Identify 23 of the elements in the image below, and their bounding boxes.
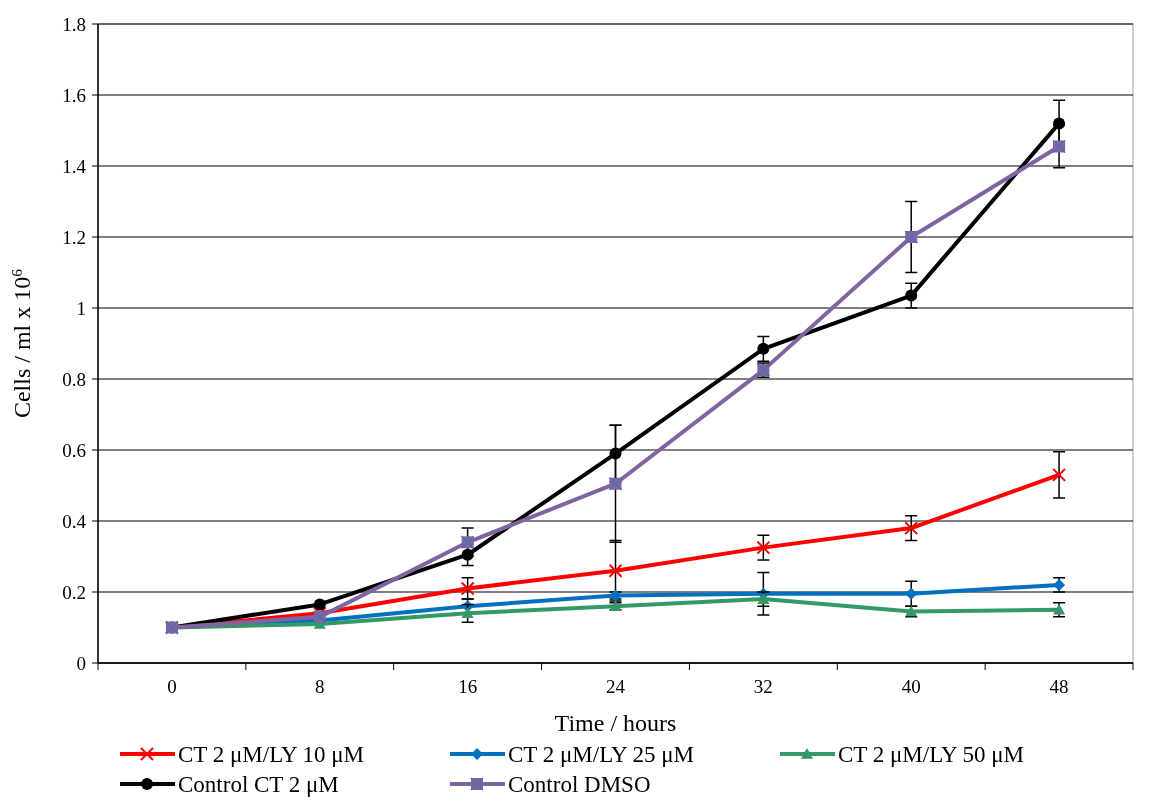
y-tick-label: 1.8: [62, 13, 86, 35]
legend-label: Control DMSO: [508, 772, 651, 798]
x-axis-title: Time / hours: [554, 710, 677, 736]
y-tick-label: 1.6: [62, 84, 86, 106]
y-tick-label: 1.2: [62, 226, 86, 248]
x-tick-label: 8: [315, 676, 325, 697]
y-tick-label: 0: [76, 652, 86, 674]
y-tick-label: 0.4: [62, 510, 87, 532]
legend-label: CT 2 μM/LY 25 μM: [508, 742, 694, 768]
y-tick-label: 0.2: [62, 581, 86, 603]
legend-label: Control CT 2 μM: [178, 772, 339, 798]
x-tick-label: 48: [1049, 676, 1069, 697]
y-tick-label: 1.4: [62, 155, 87, 177]
x-tick-label: 32: [753, 676, 773, 697]
x-tick-label: 0: [167, 676, 177, 697]
y-tick-label: 1: [76, 297, 86, 319]
y-tick-label: 0.8: [62, 368, 86, 390]
x-tick-label: 16: [458, 676, 478, 697]
legend-label: CT 2 μM/LY 10 μM: [178, 742, 364, 768]
x-tick-label: 40: [901, 676, 921, 697]
x-tick-label: 24: [606, 676, 626, 697]
y-tick-label: 0.6: [62, 439, 86, 461]
legend-label: CT 2 μM/LY 50 μM: [838, 742, 1024, 768]
